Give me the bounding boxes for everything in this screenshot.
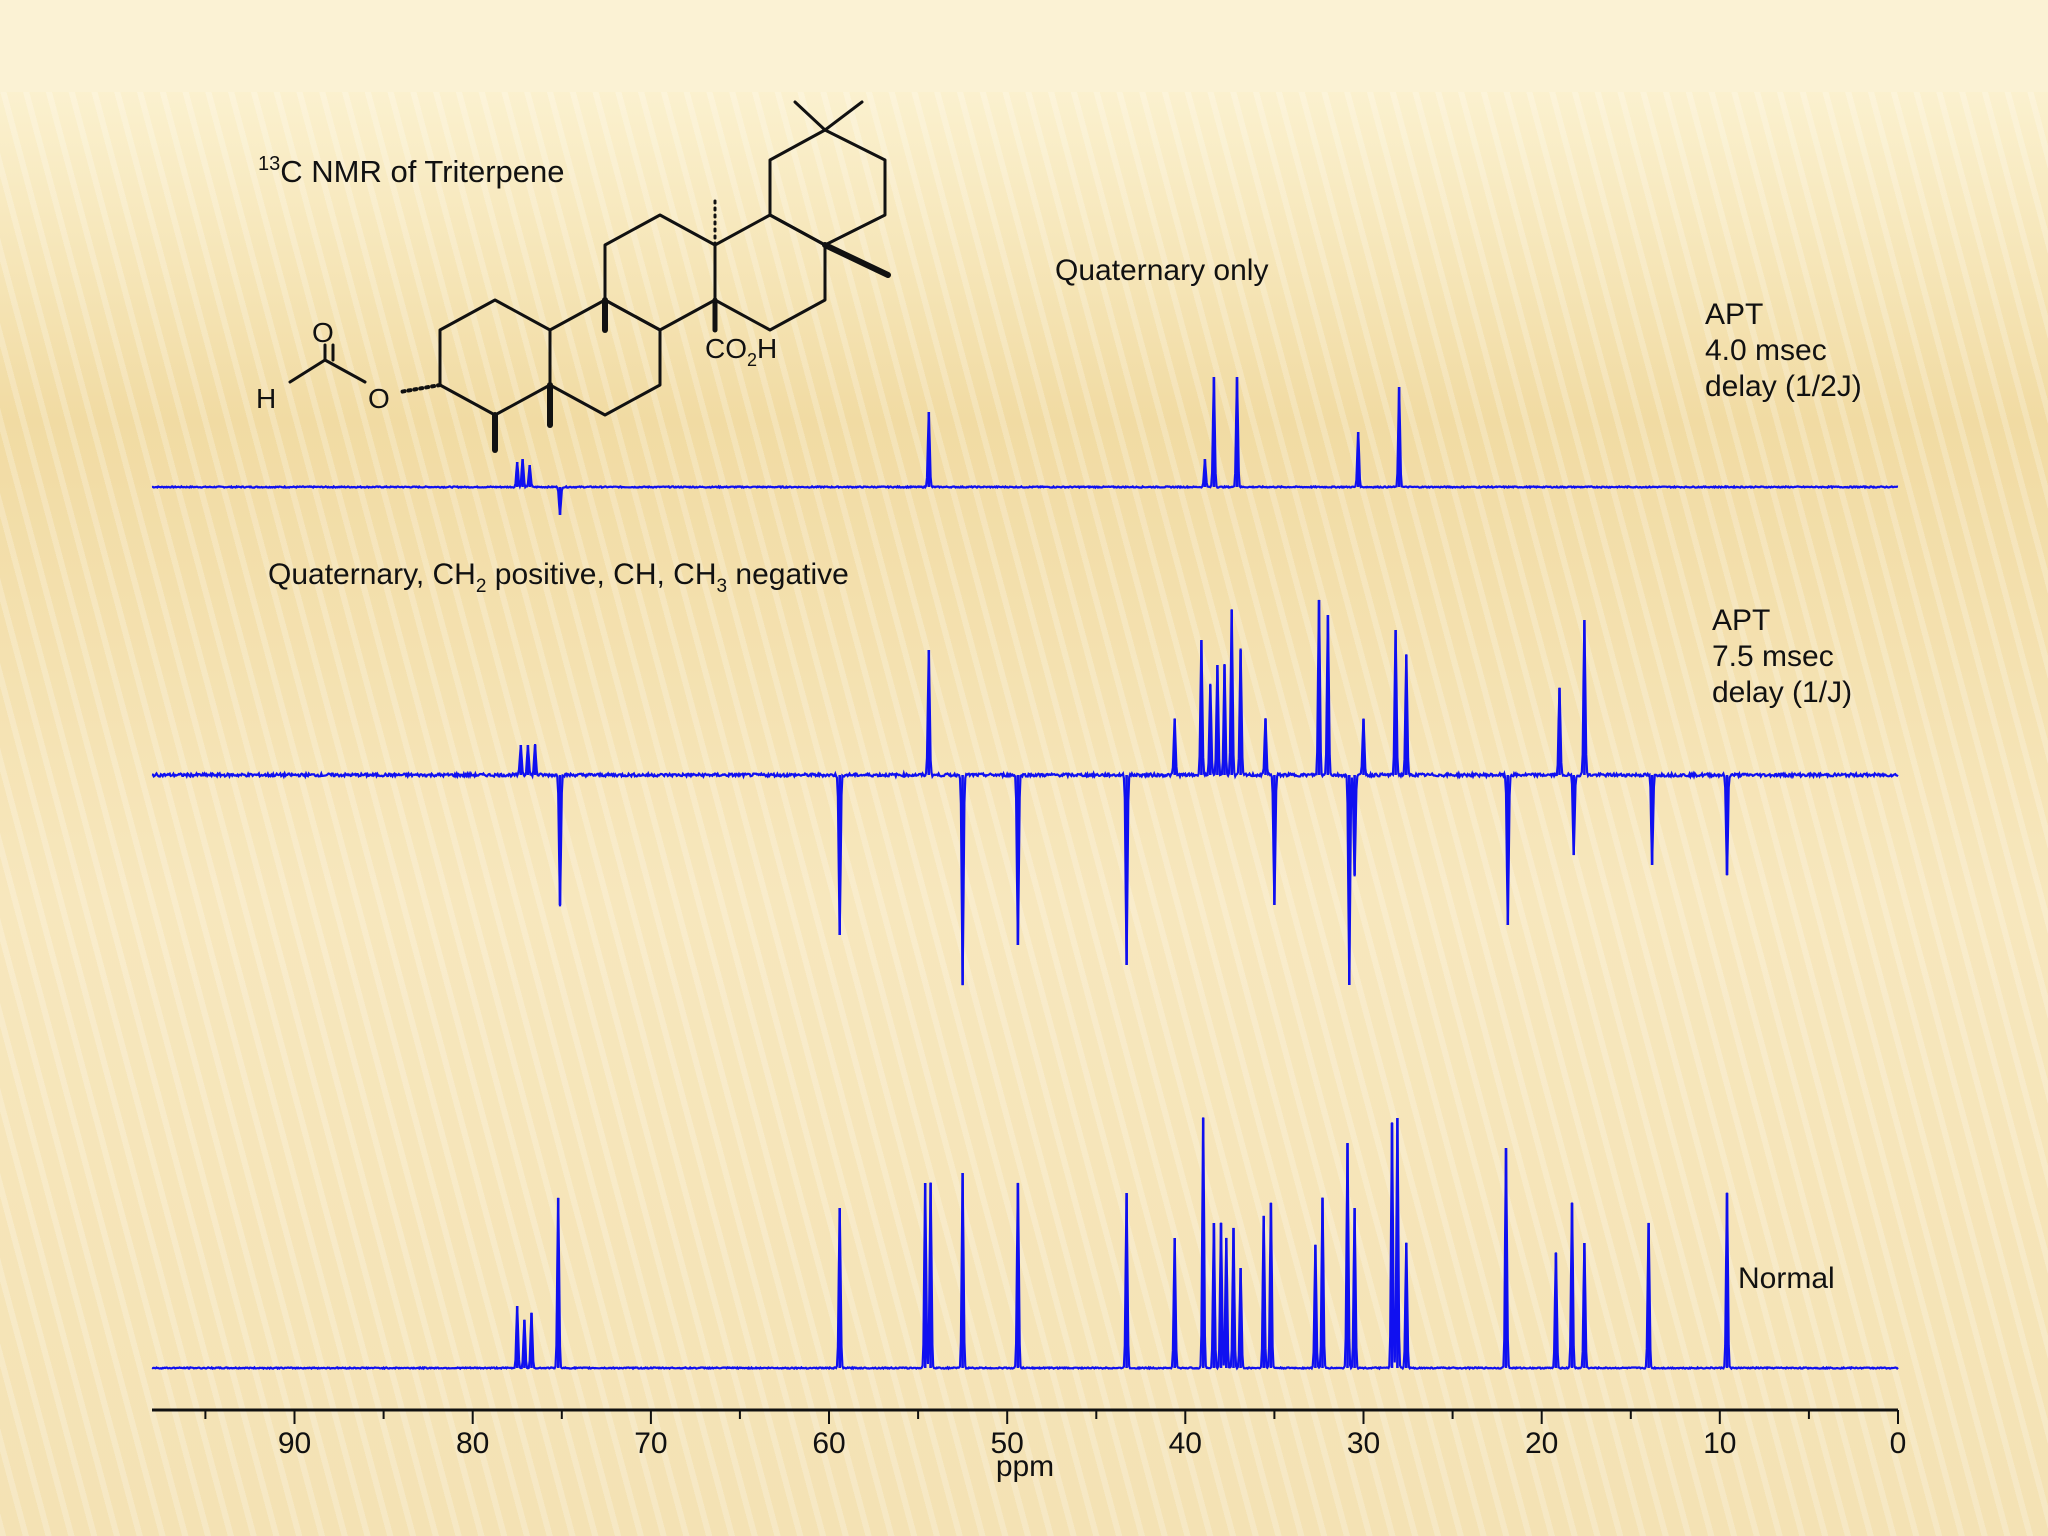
acid-h-text: H xyxy=(757,333,777,364)
acid-group-label: CO2H xyxy=(705,333,777,370)
series-1-label-line-2: 4.0 msec xyxy=(1705,334,1827,367)
series-2-label-line-1: APT xyxy=(1712,604,1770,637)
x-axis: 90 80 70 60 50 40 30 20 10 0 xyxy=(152,1408,1907,1460)
title-text: C NMR of Triterpene xyxy=(280,154,564,189)
x-tick-label: 20 xyxy=(1525,1427,1558,1460)
triterpene-structure xyxy=(288,100,891,453)
x-tick-label: 30 xyxy=(1347,1427,1380,1460)
acid-subscript: 2 xyxy=(747,350,757,370)
annotation-quaternary-only: Quaternary only xyxy=(1055,254,1268,287)
x-axis-label: ppm xyxy=(996,1450,1054,1483)
x-ticks: 90 80 70 60 50 40 30 20 10 0 xyxy=(204,1410,1907,1460)
x-tick-label: 60 xyxy=(812,1427,845,1460)
x-tick-label: 50 xyxy=(991,1427,1024,1460)
annotation-part-2: positive, CH, CH xyxy=(486,558,716,591)
annotation-part-1: Quaternary, CH xyxy=(268,558,476,591)
annotation-sub-2: 2 xyxy=(476,576,487,597)
chart-title: 13C NMR of Triterpene xyxy=(258,153,565,189)
formyl-hydrogen-label: H xyxy=(256,383,276,414)
spectrum-line-2 xyxy=(151,599,1899,986)
ring-e xyxy=(768,128,887,247)
ring-c xyxy=(603,213,717,332)
ester-oxygen-label: O xyxy=(368,383,390,414)
carbonyl-oxygen-label: O xyxy=(312,317,334,348)
ring-d xyxy=(713,213,827,332)
x-tick-label: 0 xyxy=(1890,1427,1907,1460)
title-superscript: 13 xyxy=(258,153,280,175)
gem-dimethyl-bond-2 xyxy=(823,100,864,132)
slide-top-band xyxy=(0,0,2048,92)
formyl-h-bond xyxy=(288,358,327,384)
annotation-part-3: negative xyxy=(727,558,849,591)
series-2-label-line-3: delay (1/J) xyxy=(1712,676,1852,709)
series-3-label: Normal xyxy=(1738,1262,1835,1295)
annotation-sub-3: 3 xyxy=(717,576,728,597)
series-2-label-line-2: 7.5 msec xyxy=(1712,640,1834,673)
annotation-apt-legend: Quaternary, CH2 positive, CH, CH3 negati… xyxy=(268,558,849,597)
series-1-label-line-3: delay (1/2J) xyxy=(1705,370,1862,403)
spectrum-line-3 xyxy=(151,1117,1899,1371)
gem-dimethyl-bond-1 xyxy=(793,100,827,132)
ester-o-bond xyxy=(323,358,367,384)
spectra-group xyxy=(151,377,1899,1371)
ring-a xyxy=(438,298,552,417)
acid-co-text: CO xyxy=(705,333,747,364)
x-tick-label: 70 xyxy=(634,1427,667,1460)
x-tick-label: 10 xyxy=(1703,1427,1736,1460)
x-tick-label: 90 xyxy=(278,1427,311,1460)
ester-hash-bond xyxy=(398,383,442,394)
series-1-label-line-1: APT xyxy=(1705,298,1763,331)
x-tick-label: 80 xyxy=(456,1427,489,1460)
spectrum-line-1 xyxy=(151,377,1899,515)
methyl-wedge-e xyxy=(822,242,891,278)
x-tick-label: 40 xyxy=(1169,1427,1202,1460)
